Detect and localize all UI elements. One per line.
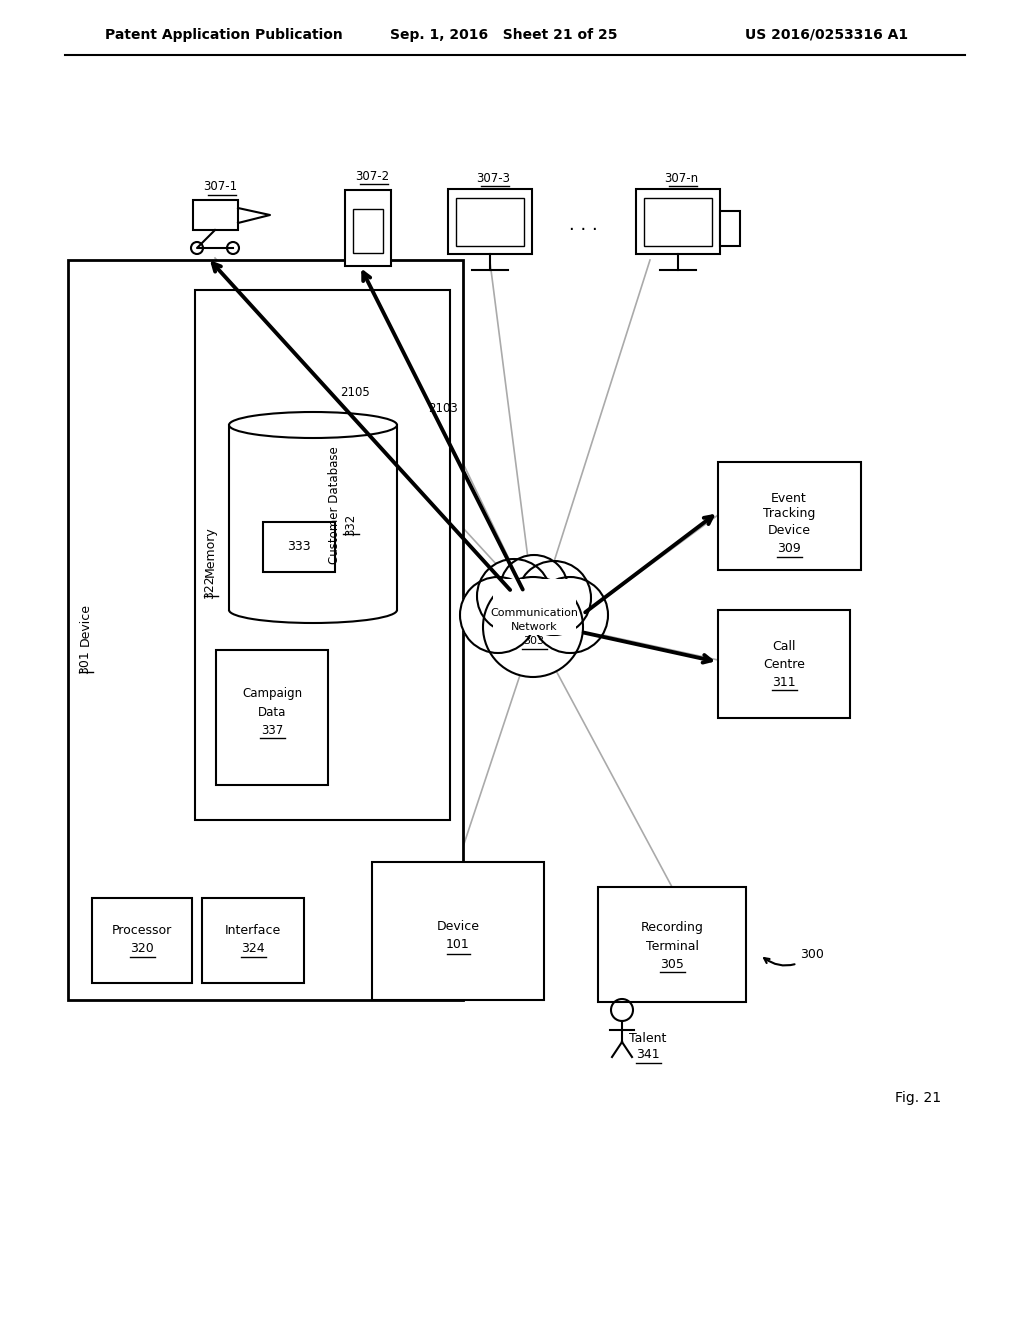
Text: 300: 300	[764, 949, 824, 965]
Text: 2105: 2105	[340, 385, 370, 399]
Text: Centre: Centre	[763, 657, 805, 671]
Text: Device: Device	[436, 920, 479, 933]
Bar	[68, 260, 463, 1001]
Bar	[216, 649, 328, 785]
Bar	[720, 211, 740, 246]
Bar	[644, 198, 712, 246]
Text: 332: 332	[344, 513, 357, 536]
Text: 305: 305	[660, 957, 684, 970]
Text: 324: 324	[242, 941, 265, 954]
Circle shape	[500, 554, 568, 623]
Text: . . .: . . .	[568, 216, 597, 234]
Text: Data: Data	[258, 705, 286, 718]
Text: Tracking: Tracking	[763, 507, 815, 520]
Text: Communication: Communication	[490, 609, 578, 618]
Text: 307-1: 307-1	[203, 181, 238, 194]
Text: US 2016/0253316 A1: US 2016/0253316 A1	[745, 28, 908, 42]
Text: Patent Application Publication: Patent Application Publication	[105, 28, 343, 42]
Bar	[263, 521, 335, 572]
Text: 307-3: 307-3	[476, 172, 510, 185]
Text: 322: 322	[204, 576, 216, 599]
Text: 101: 101	[446, 939, 470, 952]
Text: 337: 337	[261, 723, 283, 737]
Text: 320: 320	[130, 941, 154, 954]
Text: 341: 341	[636, 1048, 659, 1061]
Circle shape	[483, 577, 583, 677]
Circle shape	[517, 561, 591, 635]
Text: 2103: 2103	[428, 401, 458, 414]
Bar	[193, 201, 238, 230]
Bar	[718, 462, 861, 570]
Text: Talent: Talent	[630, 1031, 667, 1044]
Text: Campaign: Campaign	[242, 686, 302, 700]
Text: 311: 311	[772, 676, 796, 689]
Bar	[345, 190, 391, 267]
Bar	[493, 579, 575, 635]
Bar	[202, 898, 304, 983]
Text: Terminal: Terminal	[645, 940, 698, 953]
Text: Recording: Recording	[641, 921, 703, 935]
Text: 309: 309	[777, 541, 801, 554]
Bar	[456, 198, 524, 246]
Bar	[195, 290, 450, 820]
Text: 301: 301	[79, 651, 91, 675]
Bar	[353, 209, 383, 253]
Text: Interface: Interface	[225, 924, 282, 936]
Bar	[449, 189, 532, 253]
Bar	[229, 425, 397, 610]
Bar	[372, 862, 544, 1001]
Text: 307-n: 307-n	[664, 172, 698, 185]
Text: Customer Database: Customer Database	[329, 446, 341, 564]
Text: 303: 303	[523, 636, 545, 645]
Text: Fig. 21: Fig. 21	[895, 1092, 941, 1105]
Text: Network: Network	[511, 622, 557, 632]
Ellipse shape	[229, 412, 397, 438]
Text: 333: 333	[287, 540, 311, 553]
Text: Event: Event	[771, 491, 807, 504]
Text: Call: Call	[772, 640, 796, 653]
Text: 307-2: 307-2	[355, 170, 389, 183]
Circle shape	[532, 577, 608, 653]
Text: Device: Device	[768, 524, 811, 537]
Bar	[92, 898, 193, 983]
Text: Processor: Processor	[112, 924, 172, 936]
Text: Memory: Memory	[204, 527, 216, 577]
Bar	[718, 610, 850, 718]
Bar	[636, 189, 720, 253]
Text: Device: Device	[79, 603, 91, 647]
Circle shape	[460, 577, 536, 653]
Circle shape	[477, 558, 551, 634]
Bar	[598, 887, 746, 1002]
Text: Sep. 1, 2016   Sheet 21 of 25: Sep. 1, 2016 Sheet 21 of 25	[390, 28, 617, 42]
